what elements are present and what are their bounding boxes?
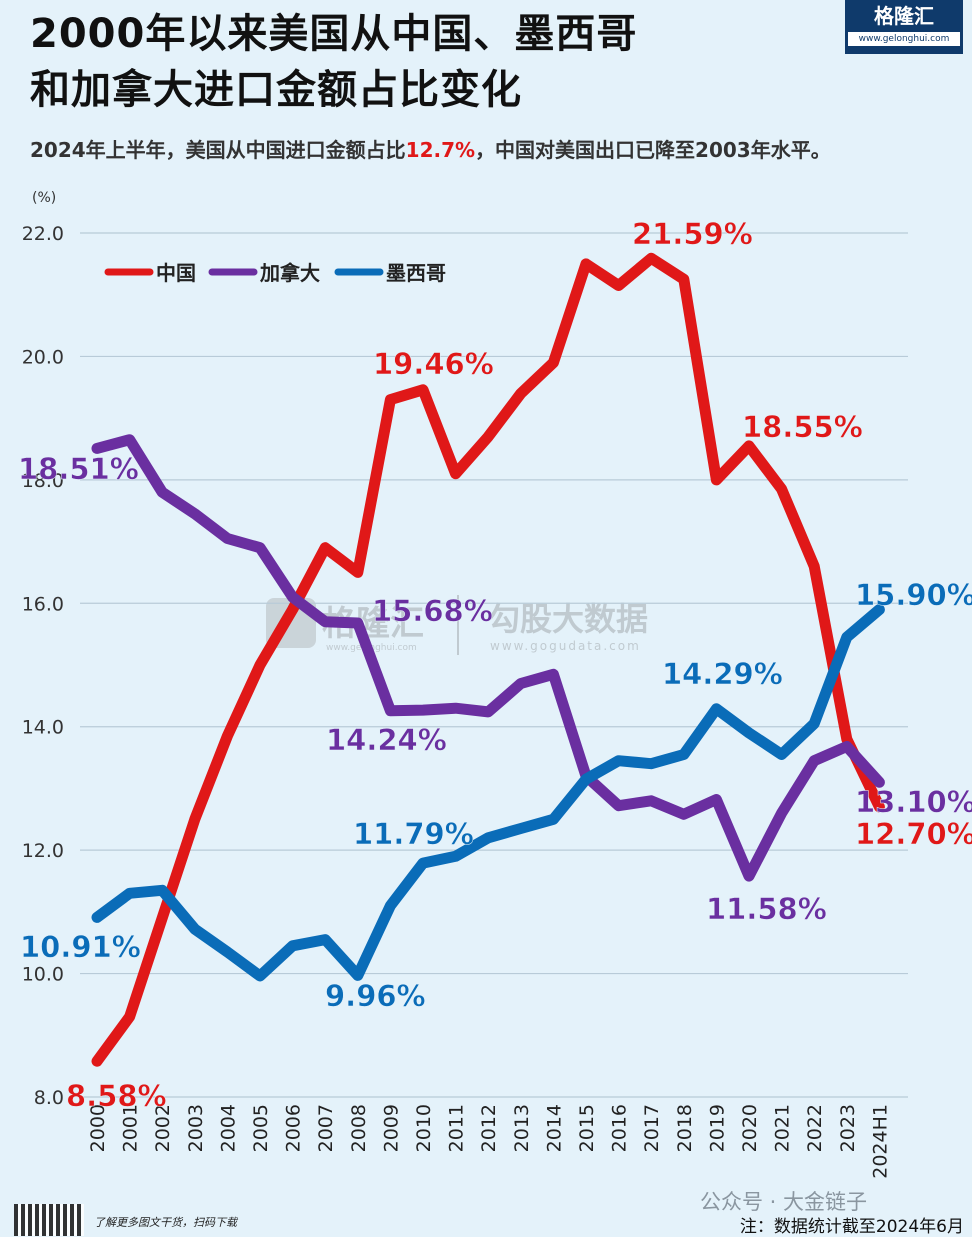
subtitle-highlight: 12.7%: [405, 138, 476, 162]
x-tick-label: 2002: [152, 1104, 174, 1152]
x-tick-label: 2005: [250, 1104, 272, 1152]
y-unit-label: (%): [32, 190, 56, 206]
data-note: 注：数据统计截至2024年6月: [739, 1217, 964, 1237]
data-label: 14.29%: [662, 657, 783, 691]
x-tick-label: 2000: [87, 1104, 109, 1152]
x-tick-label: 2012: [478, 1104, 500, 1152]
chart-subtitle: 2024年上半年，美国从中国进口金额占比12.7%，中国对美国出口已降至2003…: [30, 134, 831, 163]
y-tick-label: 12.0: [22, 840, 64, 862]
subtitle-text-end: ，中国对美国出口已降至2003年水平。: [475, 138, 831, 162]
x-tick-label: 2001: [120, 1104, 142, 1152]
x-tick-label: 2016: [609, 1104, 631, 1152]
legend-label: 中国: [156, 261, 196, 285]
x-tick-label: 2024H1: [869, 1104, 891, 1179]
x-tick-label: 2013: [511, 1104, 533, 1152]
gelonghui-logo: 格隆汇 www.gelonghui.com: [845, 0, 963, 54]
series-line-加拿大: [91, 434, 885, 882]
data-label: 13.10%: [855, 785, 972, 819]
x-tick-label: 2023: [837, 1104, 859, 1152]
x-tick-label: 2021: [772, 1104, 794, 1152]
data-label: 15.90%: [855, 578, 972, 612]
data-label: 10.91%: [20, 930, 141, 964]
x-tick-label: 2004: [217, 1104, 239, 1152]
x-tick-label: 2019: [706, 1104, 728, 1152]
data-label: 8.58%: [66, 1079, 167, 1113]
data-label: 9.96%: [325, 979, 426, 1013]
x-tick-label: 2020: [739, 1104, 761, 1152]
logo-url: www.gelonghui.com: [848, 32, 960, 46]
data-label: 18.55%: [742, 410, 863, 444]
title-line-1: 2000年以来美国从中国、墨西哥: [30, 11, 638, 57]
x-tick-label: 2007: [315, 1104, 337, 1152]
x-tick-label: 2009: [380, 1104, 402, 1152]
x-tick-label: 2010: [413, 1104, 435, 1152]
y-tick-label: 14.0: [22, 717, 64, 739]
data-label: 21.59%: [632, 217, 753, 251]
x-tick-label: 2018: [674, 1104, 696, 1152]
x-tick-label: 2017: [641, 1104, 663, 1152]
y-tick-label: 20.0: [22, 346, 64, 368]
series-line-中国: [91, 252, 885, 1067]
qr-code[interactable]: [14, 1204, 84, 1236]
legend: 中国 加拿大 墨西哥: [104, 261, 446, 285]
series-line-墨西哥: [91, 604, 885, 982]
data-label: 18.51%: [18, 452, 139, 486]
qr-caption: 了解更多图文干货，扫码下载: [94, 1216, 237, 1229]
title-line-2: 和加拿大进口金额占比变化: [30, 67, 522, 113]
chart-title: 2000年以来美国从中国、墨西哥 和加拿大进口金额占比变化: [30, 6, 637, 118]
y-tick-label: 18.0: [22, 470, 64, 492]
data-label: 19.46%: [373, 347, 494, 381]
data-label: 14.24%: [326, 723, 447, 757]
logo-name: 格隆汇: [874, 4, 934, 28]
x-tick-label: 2008: [348, 1104, 370, 1152]
y-tick-label: 10.0: [22, 964, 64, 986]
legend-label: 加拿大: [259, 261, 320, 285]
x-tick-label: 2014: [543, 1104, 565, 1152]
x-tick-label: 2006: [283, 1104, 305, 1152]
data-label: 12.70%: [855, 817, 972, 851]
y-tick-label: 8.0: [34, 1087, 64, 1109]
x-tick-label: 2011: [446, 1104, 468, 1152]
data-label: 11.79%: [353, 817, 474, 851]
x-tick-label: 2015: [576, 1104, 598, 1152]
watermark-brand-2: 勾股大数据: [488, 600, 648, 638]
x-tick-label: 2022: [804, 1104, 826, 1152]
watermark-brand-2-url: www.gogudata.com: [490, 639, 641, 653]
x-tick-label: 2003: [185, 1104, 207, 1152]
subtitle-text: 2024年上半年，美国从中国进口金额占比: [30, 138, 406, 162]
legend-label: 墨西哥: [386, 261, 446, 285]
y-tick-label: 22.0: [22, 223, 64, 245]
wechat-account-watermark: 公众号 · 大金链子: [700, 1190, 868, 1214]
data-label: 11.58%: [706, 892, 827, 926]
data-label: 15.68%: [372, 594, 493, 628]
y-tick-label: 16.0: [22, 593, 64, 615]
